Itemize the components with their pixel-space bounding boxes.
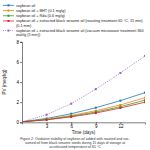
series-marker bbox=[119, 72, 121, 74]
y-axis-line bbox=[20, 42, 23, 123]
legend-label: soybean oil + Rda (0.6 mg/g) bbox=[16, 14, 66, 18]
legend-label: soybean oil + extracted black sesame oil… bbox=[16, 29, 144, 37]
x-tick-label: 3 bbox=[46, 124, 49, 129]
text-line: soybean oil + BHT (0.1 mg/g) bbox=[16, 9, 66, 13]
series-marker bbox=[70, 116, 72, 118]
series-marker bbox=[70, 103, 72, 105]
y-tick-label: 2 bbox=[16, 100, 19, 105]
y-tick: 0 bbox=[16, 120, 22, 125]
text-line: watt/g (5 min)) bbox=[16, 33, 41, 37]
legend-entry: soybean oil + BHT (0.1 mg/g) bbox=[3, 9, 66, 13]
text-line: (0.1 mm) bbox=[16, 24, 32, 28]
text-line: soybean oil + extracted black sesame oil… bbox=[16, 19, 143, 23]
x-tick: 3 bbox=[46, 122, 49, 129]
x-tick: 12 bbox=[118, 122, 124, 129]
series bbox=[22, 97, 145, 123]
series-marker bbox=[95, 107, 97, 109]
legend-entry: soybean oil + extracted black sesame oil… bbox=[3, 29, 144, 37]
series-marker bbox=[46, 119, 48, 121]
legend-marker bbox=[8, 10, 10, 12]
series-marker bbox=[119, 104, 121, 106]
series-marker bbox=[46, 114, 48, 116]
series-marker bbox=[119, 100, 121, 102]
chart: soybean oilsoybean oil + BHT (0.1 mg/g)s… bbox=[0, 0, 150, 150]
y-tick: 4 bbox=[16, 80, 22, 85]
series-marker bbox=[144, 55, 145, 57]
x-axis-line bbox=[23, 123, 146, 125]
text-line: accelerated temperature of 65 °C bbox=[49, 145, 101, 149]
y-tick-mark bbox=[20, 42, 22, 43]
legend-label: soybean oil + extracted black sesame oil… bbox=[16, 19, 143, 27]
x-tick-label: 9 bbox=[95, 124, 98, 129]
series-marker bbox=[70, 113, 72, 115]
y-tick-label: 8 bbox=[16, 40, 19, 45]
x-tick-label: 6 bbox=[70, 124, 73, 129]
series-marker bbox=[144, 99, 145, 101]
series-marker bbox=[119, 107, 121, 109]
series-marker bbox=[95, 112, 97, 114]
series-marker bbox=[46, 119, 48, 121]
series-marker bbox=[70, 115, 72, 117]
y-tick-label: 6 bbox=[16, 60, 19, 65]
series-marker bbox=[144, 101, 145, 103]
legend-swatch bbox=[3, 5, 14, 6]
series bbox=[22, 99, 145, 122]
y-tick-mark bbox=[20, 102, 22, 103]
legend-entry: soybean oil bbox=[3, 4, 35, 8]
y-tick-label: 4 bbox=[16, 80, 19, 85]
legend-label: soybean oil bbox=[16, 4, 35, 8]
series-marker bbox=[22, 121, 23, 123]
series-marker bbox=[22, 121, 23, 123]
series-marker bbox=[46, 118, 48, 120]
y-tick: 6 bbox=[16, 60, 22, 65]
text-line: soybean oil + extracted black sesame oil… bbox=[16, 29, 144, 33]
plot-area bbox=[22, 55, 145, 122]
legend-marker bbox=[8, 30, 10, 32]
series-line bbox=[22, 102, 145, 122]
legend-swatch bbox=[3, 15, 14, 16]
y-tick-mark bbox=[20, 82, 22, 83]
x-tick-label: 12 bbox=[118, 124, 124, 129]
legend-label: soybean oil + BHT (0.1 mg/g) bbox=[16, 9, 66, 13]
y-tick: 2 bbox=[16, 100, 22, 105]
y-tick-mark bbox=[20, 122, 22, 123]
legend-entry: soybean oil + Rda (0.6 mg/g) bbox=[3, 14, 66, 18]
text-line: soybean oil + Rda (0.6 mg/g) bbox=[16, 14, 66, 18]
y-axis-title: PV (meq/kg) bbox=[2, 69, 7, 95]
series-marker bbox=[22, 121, 23, 123]
legend-marker bbox=[8, 20, 10, 22]
legend-marker bbox=[8, 15, 10, 17]
series-line bbox=[22, 98, 145, 122]
series-marker bbox=[144, 97, 145, 99]
series-line bbox=[22, 56, 145, 122]
legend-marker bbox=[8, 4, 10, 6]
series-marker bbox=[22, 121, 23, 123]
legend: soybean oilsoybean oil + BHT (0.1 mg/g)s… bbox=[3, 4, 144, 38]
series-marker bbox=[144, 92, 145, 94]
legend-swatch bbox=[3, 20, 14, 21]
y-tick-label: 0 bbox=[16, 120, 19, 125]
legend-swatch bbox=[3, 10, 14, 11]
y-tick-mark bbox=[20, 62, 22, 63]
text-line: soybean oil bbox=[16, 4, 35, 8]
legend-entry: soybean oil + extracted black sesame oil… bbox=[3, 19, 143, 27]
series-line bbox=[22, 100, 145, 122]
caption: Figure 2: Oxidative stability of soybean… bbox=[20, 137, 130, 149]
legend-swatch bbox=[3, 30, 14, 31]
series bbox=[22, 55, 145, 122]
x-axis: 3 6 9 12 bbox=[23, 122, 146, 129]
y-axis: 0 2 4 6 8 bbox=[16, 40, 22, 126]
series-line bbox=[22, 93, 145, 122]
x-tick: 6 bbox=[70, 122, 73, 129]
x-axis-title: Time (days) bbox=[72, 130, 96, 135]
x-tick: 9 bbox=[95, 122, 98, 129]
series-marker bbox=[22, 121, 23, 123]
series bbox=[22, 101, 145, 122]
y-tick: 8 bbox=[16, 40, 22, 45]
series-marker bbox=[95, 88, 97, 90]
